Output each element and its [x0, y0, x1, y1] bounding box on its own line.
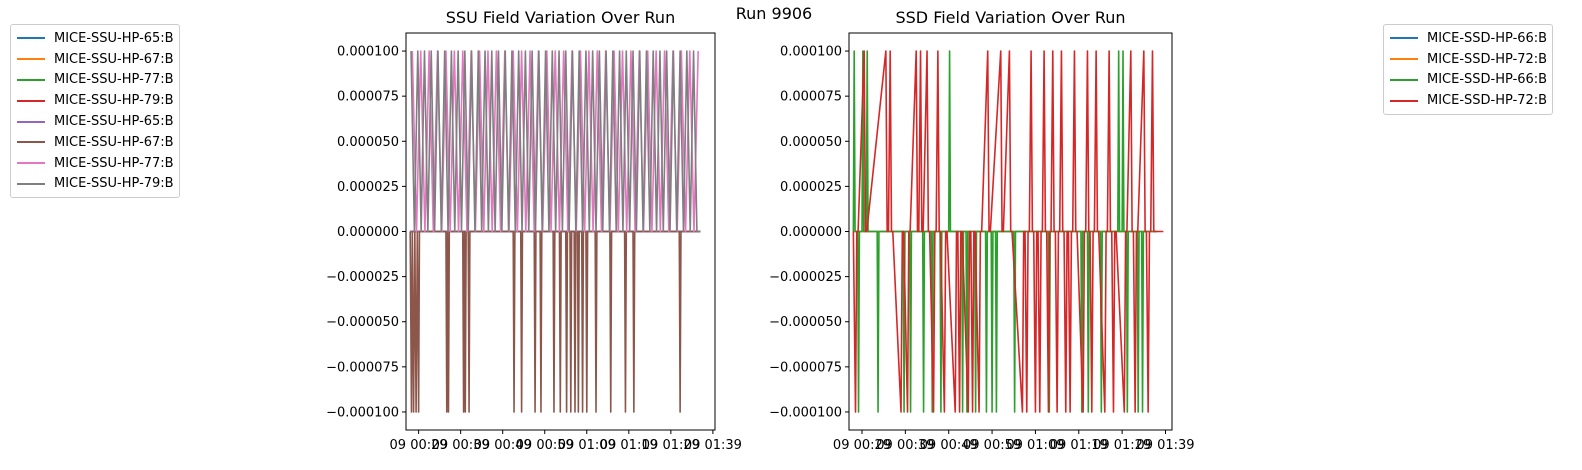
- series-line-7: [410, 50, 701, 233]
- y-tick-label: −0.000100: [769, 405, 842, 420]
- y-tick-label: −0.000075: [326, 360, 399, 375]
- y-tick-label: 0.000000: [337, 225, 399, 240]
- legend-entry: MICE-SSD-HP-66:B: [1390, 70, 1547, 91]
- legend-entry: MICE-SSU-HP-79:B: [17, 174, 174, 195]
- legend-swatch: [17, 37, 45, 40]
- y-tick-label: 0.000025: [337, 180, 399, 195]
- x-tick-label: 09 01:39: [1136, 438, 1194, 453]
- x-tick-label: 09 01:19: [1050, 438, 1108, 453]
- legend-label: MICE-SSU-HP-67:B: [54, 134, 174, 150]
- y-tick-label: 0.000025: [780, 180, 842, 195]
- legend-entry: MICE-SSU-HP-77:B: [17, 153, 174, 174]
- figure-suptitle: Run 9906: [735, 4, 813, 23]
- chart-panel-ssu: SSU Field Variation Over Run −0.000100 −0.…: [326, 8, 742, 453]
- legend-entry: MICE-SSD-HP-66:B: [1390, 28, 1547, 49]
- legend-ssu: MICE-SSU-HP-65:B MICE-SSU-HP-67:B MICE-SSU…: [10, 24, 180, 199]
- x-tick-label: 09 01:39: [684, 438, 742, 453]
- y-tick-label: −0.000025: [769, 270, 842, 285]
- x-tick-label: 09 00:39: [876, 438, 934, 453]
- legend-label: MICE-SSU-HP-67:B: [54, 51, 174, 67]
- legend-entry: MICE-SSD-HP-72:B: [1390, 90, 1547, 111]
- chart-title: SSU Field Variation Over Run: [446, 8, 675, 27]
- x-tick-label: 09 01:29: [642, 438, 700, 453]
- y-tick-label: −0.000050: [769, 315, 842, 330]
- legend-entry: MICE-SSU-HP-67:B: [17, 132, 174, 153]
- x-tick-label: 09 00:49: [474, 438, 532, 453]
- series-line-3: [852, 50, 1164, 413]
- legend-swatch: [17, 182, 45, 185]
- y-tick-label: −0.000075: [769, 360, 842, 375]
- legend-label: MICE-SSU-HP-65:B: [54, 30, 174, 46]
- legend-ssd: MICE-SSD-HP-66:B MICE-SSD-HP-72:B MICE-SSD…: [1383, 24, 1554, 116]
- series-line-2: [852, 50, 1157, 413]
- legend-label: MICE-SSD-HP-66:B: [1427, 72, 1548, 88]
- legend-swatch: [1390, 99, 1418, 102]
- legend-label: MICE-SSU-HP-79:B: [54, 93, 174, 109]
- legend-label: MICE-SSU-HP-77:B: [54, 155, 174, 171]
- y-tick-label: −0.000050: [326, 315, 399, 330]
- x-tick-label: 09 00:59: [963, 438, 1021, 453]
- x-tick-label: 09 00:49: [920, 438, 978, 453]
- legend-swatch: [17, 141, 45, 144]
- legend-entry: MICE-SSU-HP-65:B: [17, 28, 174, 49]
- legend-entry: MICE-SSU-HP-79:B: [17, 90, 174, 111]
- y-tick-label: −0.000100: [326, 405, 399, 420]
- legend-label: MICE-SSU-HP-77:B: [54, 72, 174, 88]
- legend-swatch: [17, 99, 45, 102]
- x-tick-label: 09 01:29: [1093, 438, 1151, 453]
- chart-title: SSD Field Variation Over Run: [895, 8, 1125, 27]
- y-tick-label: 0.000075: [780, 90, 842, 105]
- y-tick-label: 0.000050: [780, 135, 842, 150]
- legend-entry: MICE-SSU-HP-67:B: [17, 49, 174, 70]
- legend-swatch: [17, 78, 45, 81]
- legend-entry: MICE-SSU-HP-65:B: [17, 111, 174, 132]
- legend-label: MICE-SSD-HP-66:B: [1427, 30, 1548, 46]
- legend-entry: MICE-SSD-HP-72:B: [1390, 49, 1547, 70]
- legend-label: MICE-SSD-HP-72:B: [1427, 93, 1548, 109]
- x-tick-label: 09 00:29: [390, 438, 448, 453]
- x-tick-label: 09 00:29: [833, 438, 891, 453]
- y-tick-label: 0.000000: [780, 225, 842, 240]
- y-tick-label: 0.000100: [337, 45, 399, 60]
- legend-label: MICE-SSU-HP-65:B: [54, 114, 174, 130]
- y-tick-label: 0.000050: [337, 135, 399, 150]
- legend-swatch: [17, 58, 45, 61]
- y-tick-label: −0.000025: [326, 270, 399, 285]
- x-tick-label: 09 00:59: [516, 438, 574, 453]
- legend-swatch: [17, 162, 45, 165]
- y-tick-label: 0.000075: [337, 90, 399, 105]
- legend-entry: MICE-SSU-HP-77:B: [17, 70, 174, 91]
- x-tick-label: 09 01:09: [558, 438, 616, 453]
- legend-swatch: [1390, 58, 1418, 61]
- chart-panel-ssd: SSD Field Variation Over Run −0.000100 −0.…: [769, 8, 1194, 453]
- legend-label: MICE-SSD-HP-72:B: [1427, 51, 1548, 67]
- legend-swatch: [1390, 37, 1418, 40]
- y-tick-label: 0.000100: [780, 45, 842, 60]
- x-tick-label: 09 01:09: [1006, 438, 1064, 453]
- series-line-5: [409, 230, 701, 413]
- legend-swatch: [17, 120, 45, 123]
- x-tick-label: 09 00:39: [432, 438, 490, 453]
- legend-swatch: [1390, 78, 1418, 81]
- x-tick-label: 09 01:19: [600, 438, 658, 453]
- legend-label: MICE-SSU-HP-79:B: [54, 176, 174, 192]
